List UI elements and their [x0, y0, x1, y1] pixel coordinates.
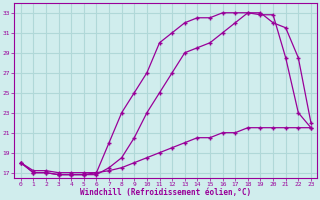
X-axis label: Windchill (Refroidissement éolien,°C): Windchill (Refroidissement éolien,°C) — [80, 188, 252, 197]
